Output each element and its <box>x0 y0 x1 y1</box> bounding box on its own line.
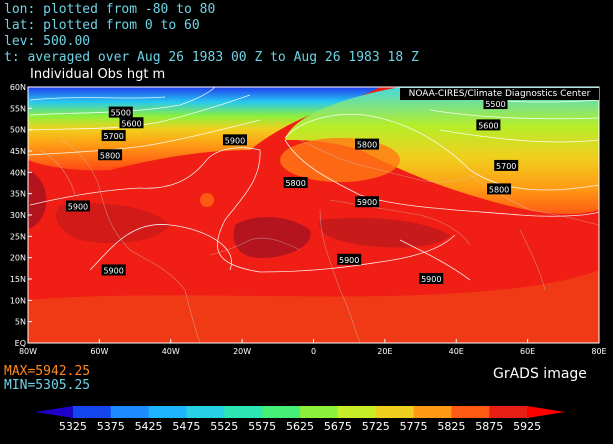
svg-text:5500: 5500 <box>485 100 505 109</box>
colorbar-swatch <box>186 406 225 418</box>
lon-tick-label: 0 <box>311 347 316 356</box>
header-lev: lev: 500.00 <box>4 34 91 49</box>
colorbar-swatch <box>35 406 73 418</box>
contour-label: 5600 <box>119 117 144 129</box>
colorbar-swatch <box>337 406 377 418</box>
colorbar-label: 5475 <box>172 420 201 433</box>
colorbar-label: 5875 <box>475 420 504 433</box>
colorbar-label: 5425 <box>134 420 163 433</box>
lon-tick-label: 80E <box>591 347 606 356</box>
map-title: Individual Obs hgt m <box>30 67 166 82</box>
svg-text:5500: 5500 <box>111 109 131 118</box>
colorbar-swatch <box>72 406 112 418</box>
contour-label: 5800 <box>98 149 123 161</box>
colorbar-swatch <box>413 406 452 418</box>
lon-tick-label: 60W <box>90 347 108 356</box>
brand-label: GrADS image <box>493 366 587 382</box>
lat-tick-label: 20N <box>10 254 26 263</box>
contour-label: 5900 <box>222 134 247 146</box>
header-time: t: averaged over Aug 26 1983 00 Z to Aug… <box>4 50 419 65</box>
colorbar-swatch <box>300 406 339 418</box>
lat-tick-label: 25N <box>10 232 26 241</box>
colorbar-label: 5575 <box>248 420 277 433</box>
lat-tick-label: 55N <box>10 104 26 113</box>
lat-tick-label: 30N <box>10 211 26 220</box>
header-lon: lon: plotted from -80 to 80 <box>4 2 216 17</box>
colorbar-label: 5725 <box>361 420 390 433</box>
colorbar-swatch <box>489 406 528 418</box>
svg-text:5900: 5900 <box>421 275 441 284</box>
svg-text:5900: 5900 <box>339 256 359 265</box>
colorbar-label: 5625 <box>286 420 314 433</box>
svg-text:5900: 5900 <box>103 266 123 275</box>
svg-text:5600: 5600 <box>478 121 498 130</box>
lat-tick-label: 5N <box>15 318 26 327</box>
lat-tick-label: 10N <box>10 296 26 305</box>
contour-label: 5500 <box>108 106 133 118</box>
lat-tick-label: 40N <box>10 168 26 177</box>
colorbar-swatch <box>110 406 150 418</box>
credit-label: NOAA-CIRES/Climate Diagnostics Center <box>400 88 599 100</box>
lon-tick-label: 40W <box>162 347 180 356</box>
lat-tick-label: EQ <box>15 339 26 348</box>
lat-tick-label: 35N <box>10 190 26 199</box>
contour-label: 5700 <box>101 130 126 142</box>
lat-tick-label: 15N <box>10 275 26 284</box>
contour-label: 5900 <box>101 264 126 276</box>
contour-label: 5900 <box>355 196 380 208</box>
contour-label: 5700 <box>494 159 519 171</box>
colorbar-label: 5525 <box>210 420 239 433</box>
colorbar-swatch <box>375 406 415 418</box>
svg-text:5800: 5800 <box>285 179 305 188</box>
header-lat: lat: plotted from 0 to 60 <box>4 18 200 33</box>
contour-label: 5900 <box>419 273 444 284</box>
max-value: MAX=5942.25 <box>4 364 91 379</box>
colorbar-label: 5925 <box>513 420 542 433</box>
contour-label: 5800 <box>487 183 512 195</box>
colorbar-swatch <box>224 406 263 418</box>
lat-tick-label: 60N <box>10 83 26 92</box>
lat-tick-label: 45N <box>10 147 26 156</box>
colorbar-swatch <box>262 406 301 418</box>
lat-tick-label: 50N <box>10 126 26 135</box>
lon-tick-label: 20E <box>377 347 392 356</box>
contour-label: 5600 <box>476 119 501 131</box>
colorbar-label: 5325 <box>58 420 87 433</box>
colorbar-swatch <box>148 406 187 418</box>
colorbar-swatch <box>451 406 490 418</box>
contour-label: 5500 <box>483 98 508 110</box>
lon-tick-label: 20W <box>233 347 251 356</box>
colorbar-label: 5675 <box>323 420 352 433</box>
contour-label: 5800 <box>283 177 308 188</box>
svg-text:5800: 5800 <box>489 185 509 194</box>
colorbar-swatch <box>527 406 565 418</box>
contour-label: 5800 <box>355 138 380 150</box>
svg-text:5900: 5900 <box>357 198 377 207</box>
contour-label: 5900 <box>65 200 90 212</box>
colorbar-label: 5775 <box>399 420 428 433</box>
colorbar-label: 5825 <box>437 420 466 433</box>
svg-text:5900: 5900 <box>68 202 88 211</box>
lon-tick-label: 60E <box>520 347 535 356</box>
lon-tick-label: 80W <box>19 347 37 356</box>
contour-label: 5900 <box>337 253 362 265</box>
colorbar-label: 5375 <box>96 420 125 433</box>
min-value: MIN=5305.25 <box>4 378 91 393</box>
svg-text:5900: 5900 <box>225 136 245 145</box>
lon-tick-label: 40E <box>449 347 464 356</box>
svg-text:5800: 5800 <box>100 151 120 160</box>
svg-text:5700: 5700 <box>103 132 123 141</box>
svg-text:5800: 5800 <box>357 141 377 150</box>
svg-text:5600: 5600 <box>121 119 141 128</box>
svg-text:5700: 5700 <box>496 162 516 171</box>
